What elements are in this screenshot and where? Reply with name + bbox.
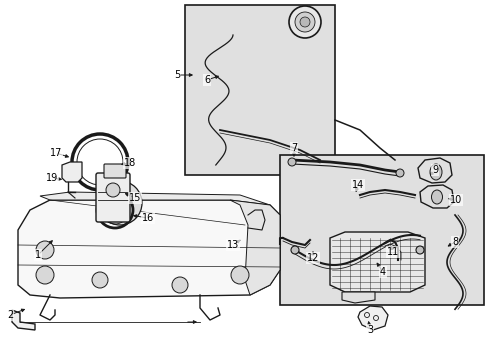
Text: 19: 19 bbox=[46, 173, 58, 183]
Polygon shape bbox=[341, 292, 374, 303]
Circle shape bbox=[172, 277, 187, 293]
Polygon shape bbox=[357, 306, 387, 330]
Polygon shape bbox=[419, 185, 453, 208]
Text: 3: 3 bbox=[366, 325, 372, 335]
Text: 13: 13 bbox=[226, 240, 239, 250]
FancyBboxPatch shape bbox=[104, 164, 126, 178]
Text: 6: 6 bbox=[203, 75, 210, 85]
Text: 10: 10 bbox=[449, 195, 461, 205]
Circle shape bbox=[36, 241, 54, 259]
Polygon shape bbox=[62, 162, 82, 182]
Text: 7: 7 bbox=[290, 143, 297, 153]
Text: 16: 16 bbox=[142, 213, 154, 223]
Polygon shape bbox=[329, 232, 424, 292]
Circle shape bbox=[294, 12, 314, 32]
FancyBboxPatch shape bbox=[96, 173, 130, 222]
Circle shape bbox=[415, 246, 423, 254]
Bar bbox=[280, 155, 483, 305]
Circle shape bbox=[230, 266, 248, 284]
Text: 5: 5 bbox=[174, 70, 180, 80]
Text: 12: 12 bbox=[306, 253, 319, 263]
Text: 18: 18 bbox=[123, 158, 136, 168]
Text: 1: 1 bbox=[35, 250, 41, 260]
Text: 9: 9 bbox=[431, 165, 437, 175]
Polygon shape bbox=[12, 310, 35, 330]
Text: 17: 17 bbox=[50, 148, 62, 158]
Bar bbox=[184, 5, 334, 175]
Circle shape bbox=[36, 266, 54, 284]
Ellipse shape bbox=[429, 164, 441, 180]
Circle shape bbox=[288, 6, 320, 38]
Polygon shape bbox=[229, 200, 280, 295]
Text: 4: 4 bbox=[379, 267, 385, 277]
Text: 14: 14 bbox=[351, 180, 364, 190]
Text: 8: 8 bbox=[451, 237, 457, 247]
Circle shape bbox=[98, 181, 142, 225]
Circle shape bbox=[290, 246, 298, 254]
Polygon shape bbox=[40, 192, 269, 205]
Circle shape bbox=[106, 183, 120, 197]
Text: 15: 15 bbox=[128, 193, 141, 203]
Circle shape bbox=[92, 272, 108, 288]
Ellipse shape bbox=[430, 190, 442, 204]
Text: 2: 2 bbox=[7, 310, 13, 320]
Circle shape bbox=[299, 17, 309, 27]
Circle shape bbox=[395, 169, 403, 177]
Polygon shape bbox=[417, 158, 451, 183]
Text: 11: 11 bbox=[386, 247, 398, 257]
Polygon shape bbox=[18, 200, 280, 298]
Circle shape bbox=[287, 158, 295, 166]
